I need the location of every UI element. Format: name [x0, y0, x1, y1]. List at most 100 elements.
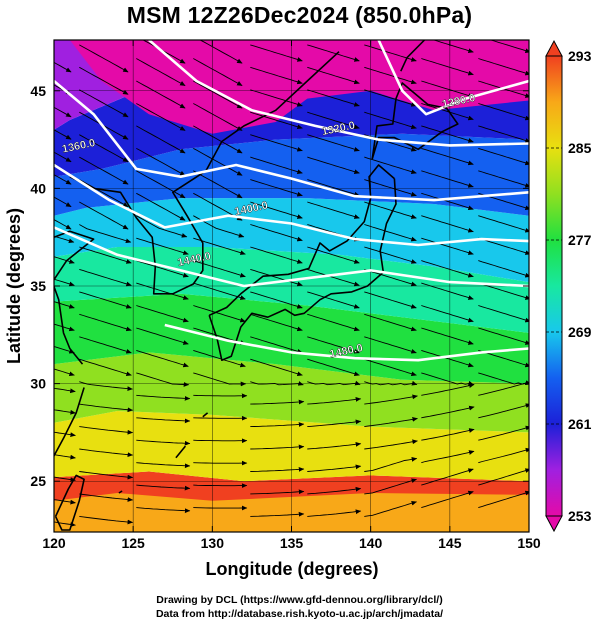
streamline [478, 215, 529, 233]
streamline [250, 291, 303, 309]
streamline [307, 509, 362, 517]
streamline [250, 381, 304, 386]
streamline [79, 201, 129, 230]
coastlines [54, 40, 459, 531]
streamline [54, 521, 76, 527]
coastline [400, 40, 426, 72]
streamline [364, 336, 417, 354]
streamline [193, 460, 248, 466]
streamline [478, 103, 529, 121]
colorbar-tick-label: 277 [568, 232, 592, 248]
x-tick-label: 150 [517, 535, 541, 551]
streamline [250, 399, 305, 405]
streamline [193, 58, 243, 86]
y-tick-label: 25 [30, 473, 46, 489]
streamline [54, 61, 72, 73]
streamline [307, 111, 360, 130]
streamline [421, 490, 474, 509]
streamline [421, 192, 474, 211]
streamline [478, 170, 529, 188]
streamline [478, 147, 529, 166]
streamline [250, 268, 303, 287]
streamline [307, 380, 361, 386]
streamline [307, 66, 360, 85]
streamline [136, 192, 186, 221]
streamline [54, 256, 75, 264]
streamline [364, 416, 418, 428]
streamline [193, 148, 243, 176]
streamline [250, 358, 303, 377]
coastline [54, 230, 95, 365]
x-tick-label: 135 [280, 535, 304, 551]
streamline [54, 301, 75, 309]
streamline [364, 89, 417, 107]
streamline [421, 58, 474, 76]
streamline [478, 237, 529, 255]
y-tick-label: 35 [30, 278, 46, 294]
streamline [250, 89, 303, 107]
streamline [79, 134, 129, 163]
streamline [136, 125, 186, 154]
streamline [421, 237, 474, 255]
streamline [250, 179, 303, 197]
x-axis-label: Longitude (degrees) [205, 559, 378, 579]
streamline [136, 349, 189, 368]
streamline [478, 125, 529, 143]
streamline [478, 403, 529, 419]
streamline [364, 394, 418, 405]
streamline [432, 40, 474, 53]
colorbar-top-arrow [545, 39, 563, 57]
streamline [54, 174, 72, 185]
height-contour [54, 226, 529, 288]
colorbar-tick-label: 285 [568, 140, 592, 156]
streamline [478, 58, 529, 76]
streamline [54, 454, 76, 460]
coastline [54, 387, 85, 458]
streamline [54, 323, 75, 332]
streamline [250, 201, 303, 219]
streamline [364, 313, 417, 332]
streamline [364, 291, 417, 309]
streamline [250, 111, 303, 130]
streamline [421, 383, 475, 396]
coastline [371, 82, 459, 160]
streamline [250, 134, 303, 152]
map-title: MSM 12Z26Dec2024 (850.0hPa) [126, 2, 473, 28]
streamline [136, 417, 191, 424]
streamline [79, 448, 134, 458]
colorbar-tick-label: 269 [568, 324, 592, 340]
streamline [307, 464, 362, 472]
streamline [364, 456, 418, 472]
streamline [478, 372, 529, 386]
streamline [193, 80, 243, 109]
streamline [421, 260, 474, 278]
streamline [364, 111, 417, 130]
y-axis-ticks: 25 30 35 40 45 [30, 83, 529, 489]
streamline [136, 215, 188, 238]
streamline [54, 219, 72, 230]
streamline [307, 397, 362, 405]
coastline [118, 490, 123, 494]
streamline [193, 483, 248, 489]
coastline [208, 178, 397, 362]
streamline [79, 426, 134, 435]
credit-drawing: Drawing by DCL (https://www.gfd-dennou.o… [156, 594, 443, 606]
streamline [193, 349, 246, 368]
streamline [364, 500, 417, 517]
streamline [421, 327, 474, 345]
streamline [54, 106, 72, 118]
streamline [193, 415, 248, 421]
streamline [364, 380, 418, 386]
y-tick-label: 40 [30, 180, 46, 196]
streamline [307, 201, 360, 219]
x-tick-label: 125 [121, 535, 145, 551]
streamline [79, 268, 132, 287]
streamline [193, 305, 246, 323]
streamline [54, 278, 75, 287]
streamline [79, 291, 132, 309]
streamline [421, 215, 474, 233]
streamline [364, 268, 417, 287]
streamline [193, 372, 247, 387]
streamline [79, 44, 129, 73]
height-contour [54, 80, 529, 202]
